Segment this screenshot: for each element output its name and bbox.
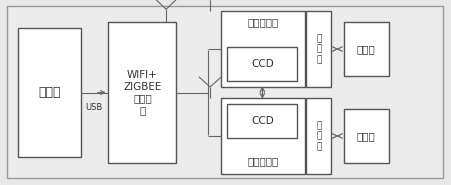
Bar — [306, 11, 331, 87]
Text: CCD: CCD — [250, 116, 273, 126]
Bar — [227, 104, 297, 138]
Text: 后左探测头: 后左探测头 — [247, 17, 278, 27]
Text: 反光靶: 反光靶 — [356, 131, 375, 141]
Text: 反光靶: 反光靶 — [356, 44, 375, 54]
Text: WIFI+
ZIGBEE
通讯模
块: WIFI+ ZIGBEE 通讯模 块 — [123, 70, 161, 115]
Bar — [221, 98, 304, 174]
Bar — [18, 28, 81, 157]
Text: USB: USB — [85, 103, 102, 112]
Bar — [108, 22, 176, 163]
Text: 后右探测头: 后右探测头 — [247, 156, 278, 166]
Bar — [221, 11, 304, 87]
Bar — [343, 109, 388, 163]
Bar — [227, 47, 297, 81]
Bar — [343, 22, 388, 76]
Bar — [306, 98, 331, 174]
Text: 计算机: 计算机 — [38, 86, 61, 99]
Text: CCD: CCD — [250, 59, 273, 69]
Text: 摄
像
头: 摄 像 头 — [316, 34, 321, 64]
Text: 摄
像
头: 摄 像 头 — [316, 121, 321, 151]
